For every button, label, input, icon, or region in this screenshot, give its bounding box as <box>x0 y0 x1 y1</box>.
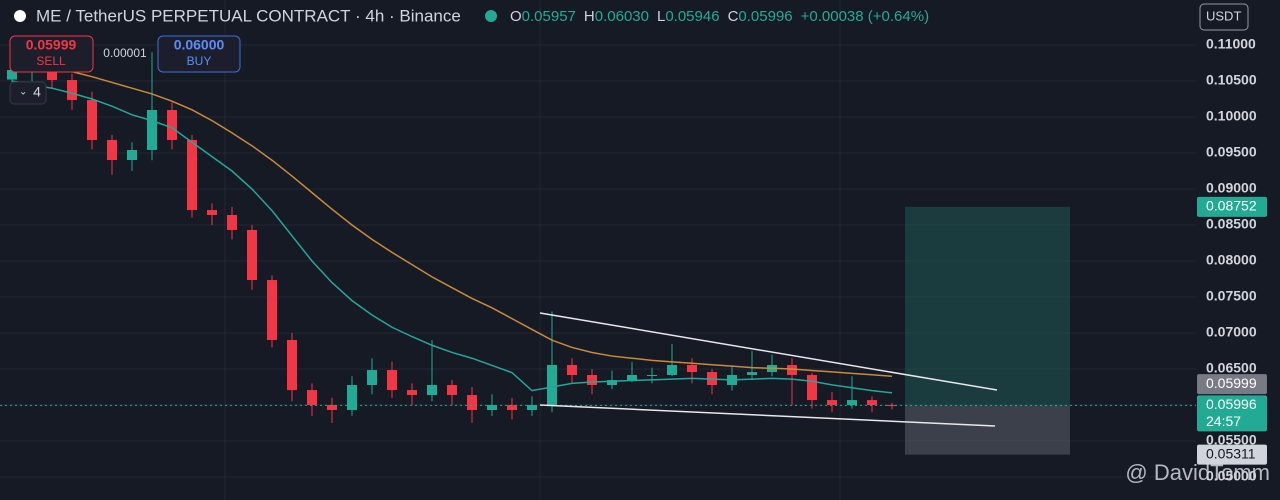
ohlc-value: 0.05957 <box>522 8 576 25</box>
buy-price: 0.06000 <box>174 37 225 53</box>
candle-body <box>427 385 437 396</box>
candle-body <box>447 385 457 396</box>
candle-body <box>607 380 617 386</box>
price-tag <box>1197 196 1267 217</box>
ohlc-label: C <box>728 8 739 25</box>
y-tick-label: 0.10000 <box>1206 108 1257 124</box>
y-tick-label: 0.05500 <box>1206 432 1257 448</box>
stop-zone <box>905 405 1070 455</box>
candle-body <box>307 390 317 406</box>
countdown: 24:57 <box>1206 413 1241 429</box>
y-tick-label: 0.08500 <box>1206 216 1257 232</box>
ohlc-label: L <box>657 8 665 25</box>
candle-body <box>567 364 577 375</box>
y-tick-label: 0.07500 <box>1206 288 1257 304</box>
wedge-upper <box>539 312 998 391</box>
candle-body <box>287 340 297 391</box>
candle-body <box>467 395 477 410</box>
candle-body <box>407 390 417 396</box>
y-tick-label: 0.06500 <box>1206 360 1257 376</box>
buy-label: BUY <box>187 54 212 68</box>
y-tick-label: 0.10500 <box>1206 72 1257 88</box>
change: +0.00038 (+0.64%) <box>801 8 929 25</box>
candle-body <box>187 139 197 211</box>
candle-body <box>67 79 77 101</box>
sell-button[interactable] <box>9 35 94 73</box>
candle-body <box>547 364 557 406</box>
candle-body <box>527 405 537 410</box>
target-zone <box>905 206 1070 406</box>
indicators-toggle[interactable] <box>9 81 47 105</box>
moving-average <box>11 62 893 377</box>
watermark: @ DavidTomm <box>1125 460 1270 485</box>
candle-body <box>507 405 517 410</box>
price-tag <box>1197 374 1267 395</box>
candle-body <box>147 110 157 150</box>
candle-body <box>347 385 357 410</box>
y-tick-label: 0.08000 <box>1206 252 1257 268</box>
sell-label: SELL <box>36 54 66 68</box>
candle-body <box>687 364 697 373</box>
candle-body <box>747 372 757 375</box>
candle-body <box>227 215 237 230</box>
currency: USDT <box>1206 8 1241 23</box>
price-tag <box>1197 395 1267 432</box>
candle-body <box>787 364 797 375</box>
price-tag-label: 0.08752 <box>1206 198 1257 214</box>
candle-body <box>127 149 137 160</box>
ohlc-value: 0.06030 <box>595 8 649 25</box>
ohlc-label: O <box>510 8 522 25</box>
candle-body <box>327 405 337 410</box>
candle-body <box>667 364 677 375</box>
ohlc-value: 0.05946 <box>665 8 719 25</box>
candle-body <box>627 375 637 381</box>
sell-price: 0.05999 <box>26 37 77 53</box>
header: ME / TetherUS PERPETUAL CONTRACT · 4h · … <box>14 6 929 25</box>
candle-body <box>7 69 17 80</box>
price-tag-label: 0.05999 <box>1206 375 1257 391</box>
symbol: ME / TetherUS PERPETUAL CONTRACT · 4h · … <box>36 6 461 25</box>
wedge-lower <box>539 404 996 427</box>
candle-body <box>247 229 257 281</box>
indicators-count: 4 <box>33 84 41 100</box>
candle-body <box>167 110 177 140</box>
chevron: ⌄ <box>19 87 27 98</box>
price-tag <box>1197 444 1267 465</box>
axis: 0.050000.055000.060000.065000.070000.075… <box>1197 36 1267 484</box>
candle-body <box>587 375 597 386</box>
candle-body <box>367 370 377 386</box>
candle-body <box>827 400 837 406</box>
logo <box>14 10 26 22</box>
ohlc-value: 0.05996 <box>738 8 792 25</box>
ohlc-label: H <box>584 8 595 25</box>
candle-body <box>207 210 217 216</box>
candle-body <box>487 405 497 410</box>
candle-body <box>87 100 97 140</box>
y-tick-label: 0.07000 <box>1206 324 1257 340</box>
y-tick-label: 0.09000 <box>1206 180 1257 196</box>
candle-body <box>647 375 657 376</box>
price-tag-label: 0.05996 <box>1206 396 1257 412</box>
moving-average <box>11 80 893 394</box>
y-tick-label: 0.05000 <box>1206 468 1257 484</box>
spread: 0.00001 <box>103 46 147 60</box>
candle-body <box>867 400 877 406</box>
buy-button[interactable] <box>157 35 241 73</box>
status-dot <box>485 10 497 22</box>
candle-body <box>847 400 857 406</box>
plot <box>0 37 1196 478</box>
candle-body <box>267 280 277 341</box>
candle-body <box>107 139 117 160</box>
ohlc: O0.05957 H0.06030 L0.05946 C0.05996 +0.00038… <box>510 8 929 25</box>
y-tick-label: 0.09500 <box>1206 144 1257 160</box>
currency-select[interactable] <box>1199 3 1249 31</box>
price-tag-label: 0.05311 <box>1206 445 1256 461</box>
candle-body <box>807 375 817 401</box>
grid <box>224 0 841 500</box>
y-tick-label: 0.11000 <box>1206 36 1256 52</box>
candle-body <box>387 370 397 391</box>
